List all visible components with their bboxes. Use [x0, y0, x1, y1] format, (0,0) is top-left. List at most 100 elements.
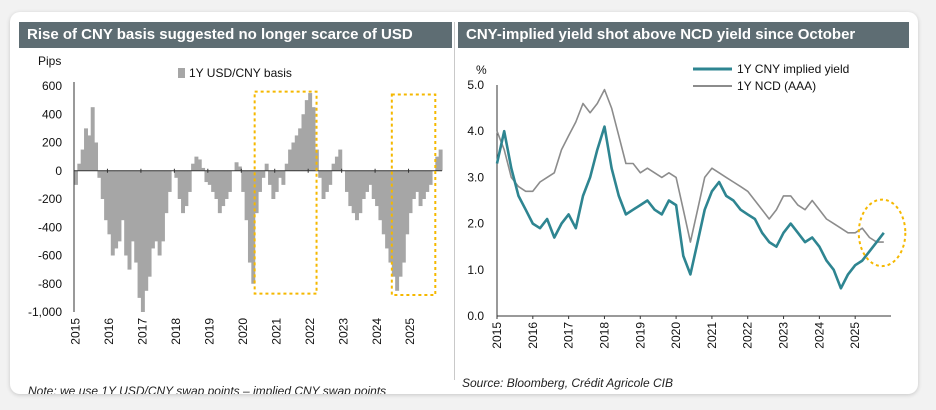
legend-swatch: [178, 68, 185, 78]
x-tick-label: 2021: [269, 318, 283, 345]
basis-bar: [268, 170, 272, 185]
basis-bar: [258, 170, 262, 192]
basis-bar: [291, 142, 296, 171]
basis-bar: [137, 170, 142, 298]
basis-bar: [204, 170, 209, 183]
basis-bar: [201, 167, 206, 171]
basis-bar: [181, 170, 185, 214]
basis-bar: [251, 170, 256, 284]
basis-bar: [284, 163, 289, 171]
basis-bar: [167, 170, 172, 192]
y-tick-label: -400: [38, 220, 62, 234]
basis-bar: [428, 170, 433, 185]
x-tick-label: 2022: [741, 322, 755, 349]
right-chart-yields: %5.0 4.0 3.0 2.0 1.0 0.0 2015 2016 2017 2018 2019 2…: [467, 62, 907, 349]
basis-bar: [271, 170, 276, 199]
basis-bar: [237, 166, 242, 171]
basis-bar: [160, 170, 165, 242]
basis-bar: [408, 170, 413, 214]
basis-bar: [177, 170, 182, 199]
basis-bar: [191, 163, 196, 171]
basis-bar: [308, 93, 313, 171]
x-tick-label: 2020: [669, 322, 683, 349]
basis-bar: [120, 170, 125, 221]
x-tick-label: 2025: [848, 322, 862, 349]
x-tick-label: 2025: [403, 318, 417, 345]
x-tick-label: 2016: [526, 322, 540, 349]
basis-bar: [134, 170, 139, 263]
basis-bar: [234, 162, 239, 171]
basis-bar: [288, 149, 293, 171]
basis-bar: [211, 170, 216, 192]
basis-bar: [197, 159, 202, 171]
basis-bar: [80, 149, 85, 171]
basis-bar: [187, 170, 192, 192]
basis-bar: [107, 170, 112, 235]
x-tick-label: 2015: [69, 318, 83, 345]
basis-bar: [355, 170, 359, 221]
basis-bar: [127, 170, 132, 270]
basis-bar: [124, 170, 129, 256]
basis-bar: [278, 170, 283, 178]
basis-bar: [368, 170, 373, 185]
basis-bar: [361, 170, 366, 199]
basis-bar: [321, 170, 326, 199]
basis-bar: [388, 170, 393, 263]
x-tick-label: 2015: [490, 322, 504, 349]
basis-bar: [194, 156, 199, 171]
basis-bar: [378, 170, 383, 221]
basis-bar: [334, 156, 339, 171]
basis-bar: [207, 170, 212, 185]
basis-bar: [77, 163, 82, 171]
x-tick-label: 2023: [777, 322, 791, 349]
x-tick-label: 2024: [370, 318, 384, 345]
basis-bar: [241, 170, 246, 192]
basis-bar: [381, 170, 386, 235]
left-chart-basis: Pips 600 400 200 0 -200 -400 -600 -800 -1,000 2015…: [28, 54, 443, 345]
highlight-ellipse: [857, 198, 907, 268]
basis-bar: [301, 114, 306, 171]
legend-label-ncd: 1Y NCD (AAA): [737, 79, 816, 93]
basis-bar: [395, 170, 400, 291]
y-tick-label: 2.0: [467, 217, 484, 231]
y-tick-label: 4.0: [467, 124, 484, 138]
basis-bar: [104, 170, 109, 221]
y-tick-label: 1.0: [467, 263, 484, 277]
y-axis-label: Pips: [38, 54, 61, 68]
basis-bar: [351, 170, 356, 214]
basis-bar: [314, 149, 319, 171]
basis-bar: [84, 128, 88, 171]
basis-bar: [247, 170, 252, 263]
x-tick-label: 2017: [136, 318, 150, 345]
basis-bar: [281, 170, 286, 185]
basis-bar: [157, 170, 162, 256]
basis-bar: [74, 170, 78, 185]
basis-bar: [375, 170, 380, 207]
basis-bar: [328, 170, 333, 185]
x-tick-label: 2017: [562, 322, 576, 349]
panel-divider: [454, 22, 455, 380]
legend-label-cny: 1Y CNY implied yield: [737, 62, 849, 76]
basis-bar: [294, 135, 299, 171]
x-tick-label: 2019: [633, 322, 647, 349]
basis-bar: [130, 170, 135, 242]
basis-bar: [435, 156, 440, 171]
basis-bar: [318, 170, 323, 178]
basis-bar: [391, 170, 396, 277]
basis-bar: [365, 170, 369, 192]
basis-bar: [224, 170, 229, 199]
basis-bar: [227, 170, 232, 192]
basis-bar: [311, 107, 316, 171]
basis-bar: [338, 149, 343, 171]
x-tick-label: 2024: [812, 322, 826, 349]
cny-implied-yield-line: [495, 125, 885, 290]
basis-bar: [274, 170, 279, 192]
x-tick-label: 2019: [202, 318, 216, 345]
basis-bar: [174, 170, 179, 178]
basis-bar: [87, 135, 92, 171]
ncd-yield-line: [496, 88, 884, 243]
legend-label: 1Y USD/CNY basis: [189, 66, 292, 80]
basis-bar: [154, 170, 159, 242]
basis-bar: [385, 170, 390, 249]
basis-bar: [358, 170, 363, 214]
